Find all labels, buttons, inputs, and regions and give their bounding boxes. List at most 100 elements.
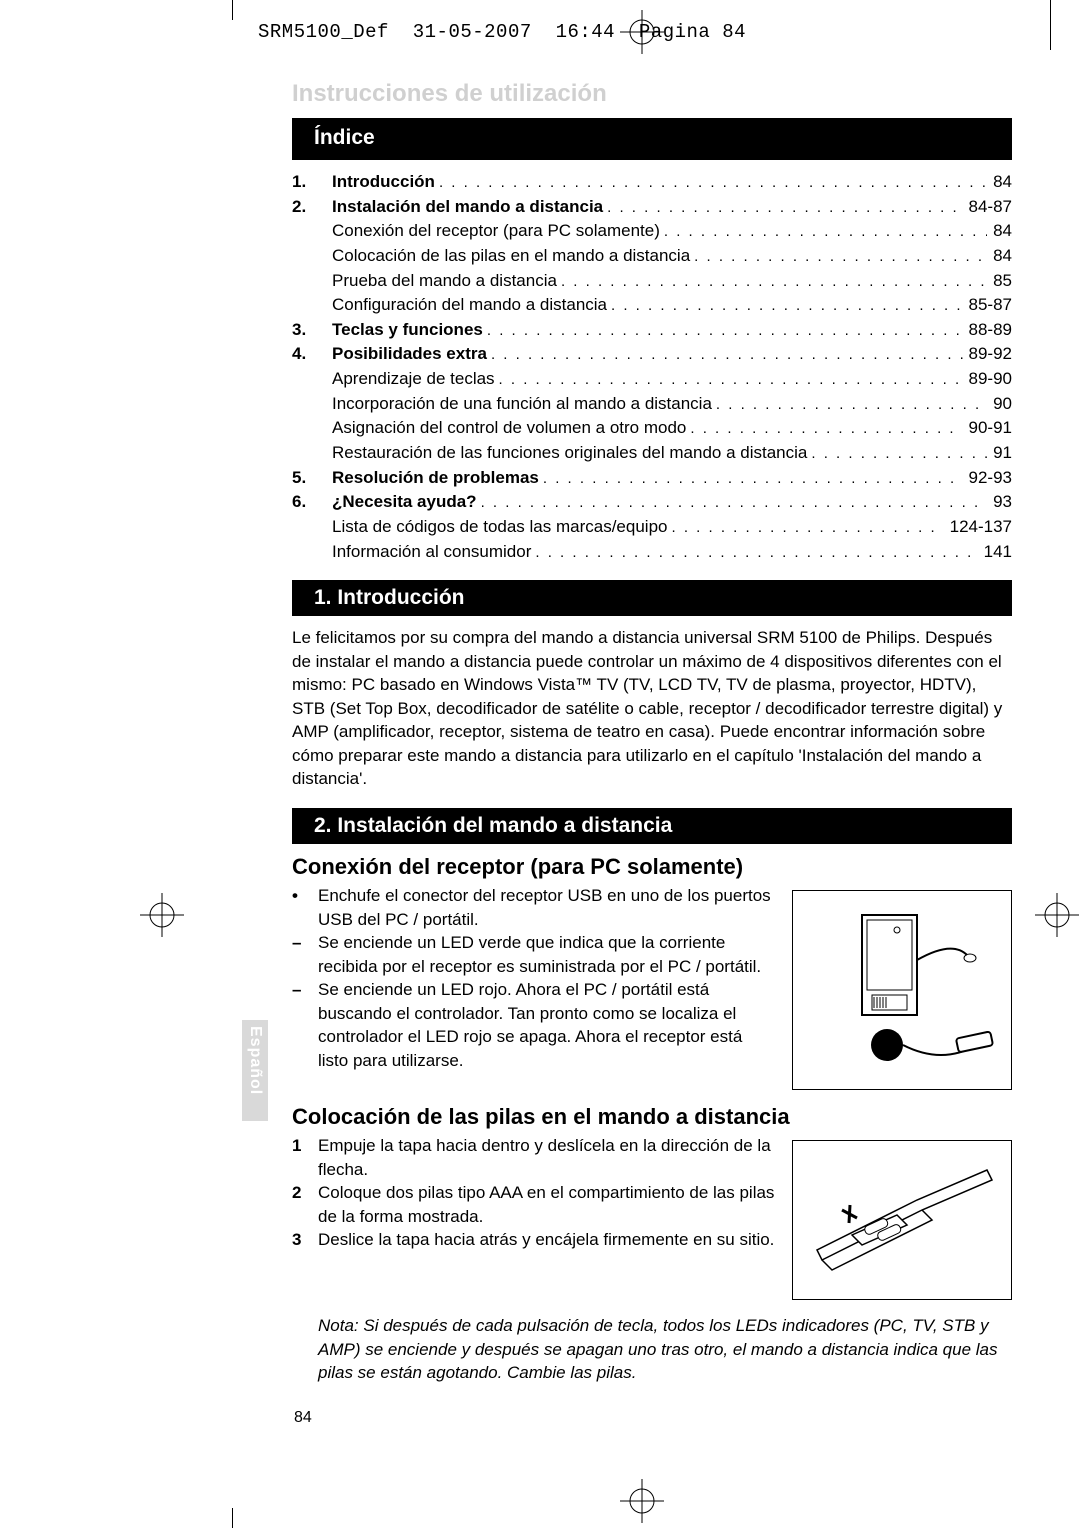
list-text: Empuje la tapa hacia dentro y deslícela …: [318, 1134, 776, 1181]
toc-dots: [811, 441, 987, 466]
toc-label: Configuración del mando a distancia: [332, 293, 607, 318]
toc-page: 84-87: [967, 195, 1012, 220]
toc-page: 85-87: [967, 293, 1012, 318]
toc-row: Aprendizaje de teclas89-90: [292, 367, 1012, 392]
toc-row: 5.Resolución de problemas92-93: [292, 466, 1012, 491]
toc-page: 84: [991, 170, 1012, 195]
section-2-bar: 2. Instalación del mando a distancia: [292, 808, 1012, 844]
list-item: 2Coloque dos pilas tipo AAA en el compar…: [292, 1181, 776, 1228]
toc-dots: [499, 367, 963, 392]
toc-number: [292, 367, 332, 392]
pc-receiver-illustration: [792, 890, 1012, 1090]
list-marker: 3: [292, 1228, 318, 1251]
toc-label: Resolución de problemas: [332, 466, 539, 491]
toc-page: 93: [991, 490, 1012, 515]
toc-dots: [487, 318, 963, 343]
toc-number: [292, 219, 332, 244]
section-1-body: Le felicitamos por su compra del mando a…: [292, 626, 1012, 790]
toc-dots: [694, 244, 987, 269]
toc-row: Información al consumidor 141: [292, 540, 1012, 565]
toc-dots: [439, 170, 987, 195]
print-date: 31-05-2007: [413, 21, 532, 43]
toc-page: 141: [982, 540, 1012, 565]
toc-row: 2.Instalación del mando a distancia84-87: [292, 195, 1012, 220]
table-of-contents: 1.Introducción842.Instalación del mando …: [292, 170, 1012, 564]
registration-mark-icon: [140, 893, 184, 937]
list-item: •Enchufe el conector del receptor USB en…: [292, 884, 776, 931]
toc-number: 2.: [292, 195, 332, 220]
section-2-title: 2. Instalación del mando a distancia: [314, 814, 672, 837]
toc-number: 3.: [292, 318, 332, 343]
list-text: Deslice la tapa hacia atrás y encájela f…: [318, 1228, 776, 1251]
list-text: Coloque dos pilas tipo AAA en el compart…: [318, 1181, 776, 1228]
toc-number: [292, 441, 332, 466]
list-item: 3Deslice la tapa hacia atrás y encájela …: [292, 1228, 776, 1251]
toc-page: 84: [991, 219, 1012, 244]
toc-number: [292, 515, 332, 540]
subsection-2-2: 1Empuje la tapa hacia dentro y deslícela…: [292, 1134, 1012, 1300]
list-text: Se enciende un LED rojo. Ahora el PC / p…: [318, 978, 776, 1072]
list-marker: –: [292, 978, 318, 1072]
toc-row: Incorporación de una función al mando a …: [292, 392, 1012, 417]
index-heading: Índice: [292, 122, 435, 154]
crop-mark: [232, 0, 233, 20]
toc-dots: [690, 416, 962, 441]
toc-number: [292, 416, 332, 441]
toc-row: Lista de códigos de todas las marcas/equ…: [292, 515, 1012, 540]
print-time: 16:44: [556, 21, 616, 43]
toc-number: [292, 244, 332, 269]
toc-page: 124-137: [948, 515, 1012, 540]
section-1-bar: 1. Introducción: [292, 580, 1012, 616]
list-item: 1Empuje la tapa hacia dentro y deslícela…: [292, 1134, 776, 1181]
toc-dots: [561, 269, 987, 294]
index-heading-bar: Índice: [292, 118, 1012, 160]
list-text: Enchufe el conector del receptor USB en …: [318, 884, 776, 931]
toc-page: 90-91: [967, 416, 1012, 441]
toc-label: Prueba del mando a distancia: [332, 269, 557, 294]
toc-number: 5.: [292, 466, 332, 491]
toc-dots: [671, 515, 943, 540]
toc-page: 91: [991, 441, 1012, 466]
toc-label: Colocación de las pilas en el mando a di…: [332, 244, 690, 269]
toc-label: Posibilidades extra: [332, 342, 487, 367]
print-header: SRM5100_Def 31-05-2007 16:44 Pagina 84: [258, 21, 746, 43]
crop-mark: [232, 1508, 233, 1528]
page-number: 84: [294, 1409, 1012, 1427]
toc-label: Información al consumidor: [332, 540, 531, 565]
toc-row: 6.¿Necesita ayuda?93: [292, 490, 1012, 515]
crop-mark: [1050, 0, 1051, 50]
toc-number: 6.: [292, 490, 332, 515]
toc-dots: [611, 293, 963, 318]
toc-dots: [607, 195, 962, 220]
toc-label: Teclas y funciones: [332, 318, 483, 343]
list-marker: 2: [292, 1181, 318, 1228]
toc-row: Conexión del receptor (para PC solamente…: [292, 219, 1012, 244]
toc-dots: [543, 466, 963, 491]
toc-dots: [664, 219, 987, 244]
toc-row: 1.Introducción84: [292, 170, 1012, 195]
battery-note: Nota: Si después de cada pulsación de te…: [318, 1314, 1012, 1384]
toc-label: Restauración de las funciones originales…: [332, 441, 807, 466]
subsection-2-1: •Enchufe el conector del receptor USB en…: [292, 884, 1012, 1090]
subsection-2-1-list: •Enchufe el conector del receptor USB en…: [292, 884, 776, 1090]
toc-row: 4.Posibilidades extra89-92: [292, 342, 1012, 367]
list-marker: 1: [292, 1134, 318, 1181]
toc-number: [292, 392, 332, 417]
list-marker: –: [292, 931, 318, 978]
toc-label: Lista de códigos de todas las marcas/equ…: [332, 515, 667, 540]
toc-row: 3.Teclas y funciones 88-89: [292, 318, 1012, 343]
print-page: Pagina 84: [639, 21, 746, 43]
toc-number: 4.: [292, 342, 332, 367]
toc-row: Asignación del control de volumen a otro…: [292, 416, 1012, 441]
subsection-2-1-title: Conexión del receptor (para PC solamente…: [292, 854, 1012, 880]
list-item: –Se enciende un LED rojo. Ahora el PC / …: [292, 978, 776, 1072]
toc-page: 84: [991, 244, 1012, 269]
toc-page: 88-89: [967, 318, 1012, 343]
toc-row: Colocación de las pilas en el mando a di…: [292, 244, 1012, 269]
subsection-2-2-title: Colocación de las pilas en el mando a di…: [292, 1104, 1012, 1130]
toc-row: Configuración del mando a distancia 85-87: [292, 293, 1012, 318]
print-file: SRM5100_Def: [258, 21, 389, 43]
toc-dots: [535, 540, 977, 565]
toc-dots: [491, 342, 963, 367]
toc-page: 85: [991, 269, 1012, 294]
